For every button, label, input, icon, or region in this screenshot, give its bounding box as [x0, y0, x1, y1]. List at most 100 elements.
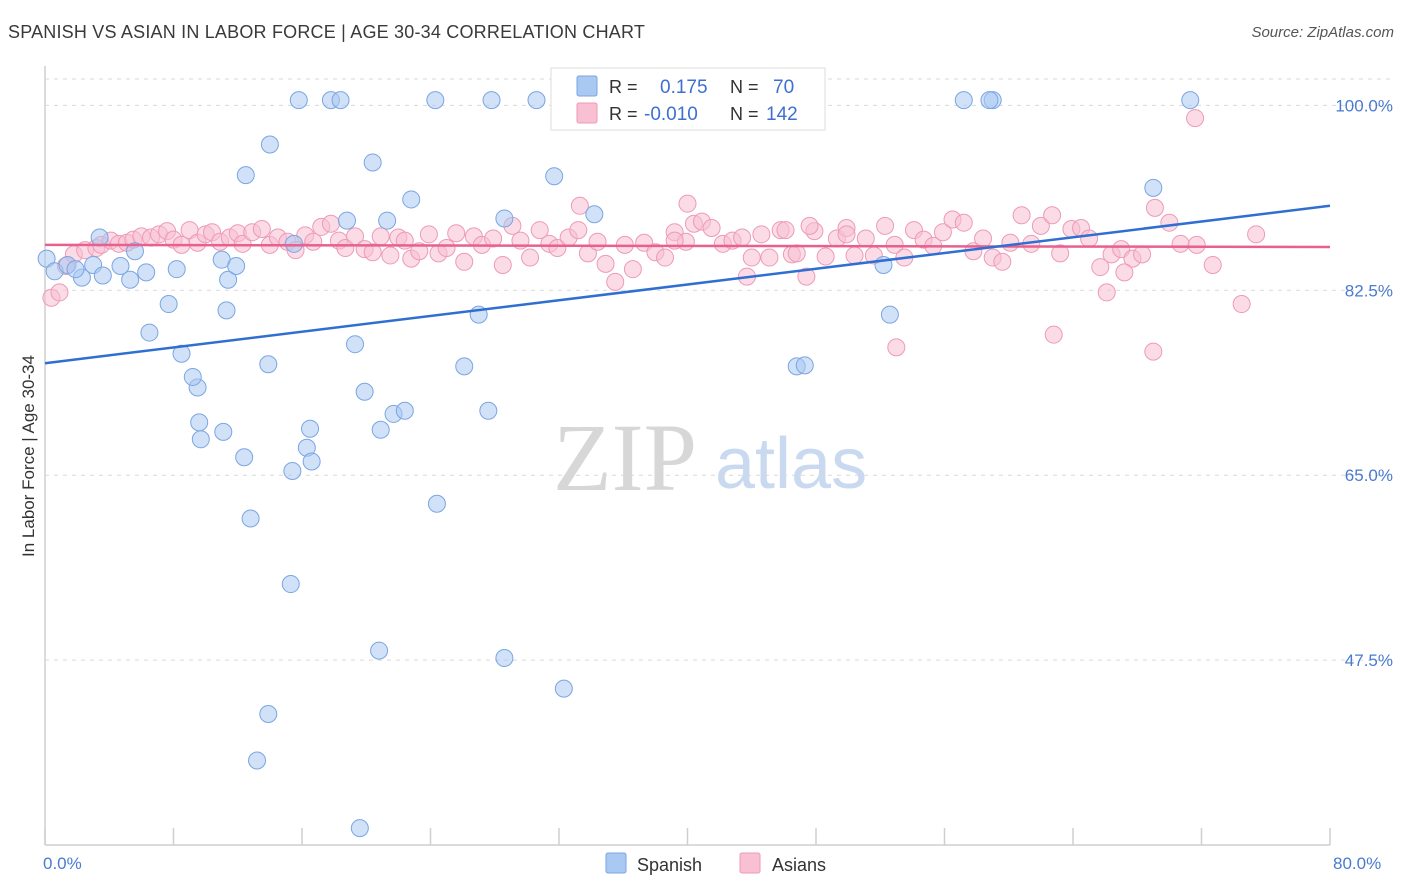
asians-point: [656, 248, 675, 267]
spanish-point: [289, 91, 308, 110]
spanish-point: [214, 422, 233, 441]
asians-point: [1186, 109, 1205, 128]
asians-point: [304, 232, 323, 251]
asians-point: [381, 246, 400, 265]
spanish-point: [527, 91, 546, 110]
spanish-point: [402, 190, 421, 209]
spanish-point: [302, 452, 321, 471]
asians-point: [760, 248, 779, 267]
asians-point: [1160, 213, 1179, 232]
asians-point: [437, 239, 456, 258]
asians-point: [410, 242, 429, 261]
spanish-point: [427, 494, 446, 513]
spanish-point: [227, 257, 246, 276]
spanish-point: [90, 228, 109, 247]
asians-point: [816, 247, 835, 266]
asians-point: [837, 225, 856, 244]
asians-point: [702, 218, 721, 237]
asians-point: [363, 243, 382, 262]
spanish-point: [93, 266, 112, 285]
bottom-asians-label: Asians: [772, 855, 826, 875]
asians-point: [1203, 255, 1222, 274]
spanish-point: [66, 260, 85, 279]
asians-point: [50, 283, 69, 302]
spanish-point: [301, 419, 320, 438]
asians-point: [954, 213, 973, 232]
spanish-point: [363, 153, 382, 172]
spanish-point: [350, 819, 369, 838]
spanish-point: [980, 91, 999, 110]
spanish-point: [219, 270, 238, 289]
axes: [44, 66, 1330, 846]
stats-legend: R = 0.175 N = 70 R = -0.010 N = 142: [550, 67, 826, 131]
spanish-point: [259, 355, 278, 374]
asians-swatch: [576, 102, 598, 124]
asians-point: [493, 255, 512, 274]
spanish-n-label: N =: [730, 77, 759, 97]
asians-point: [606, 272, 625, 291]
spanish-point: [172, 344, 191, 363]
asians-r-value: -0.010: [644, 104, 698, 125]
spanish-point: [283, 461, 302, 480]
spanish-r-label: R =: [609, 77, 638, 97]
spanish-point: [954, 91, 973, 110]
spanish-point: [137, 263, 156, 282]
asians-point: [678, 194, 697, 213]
spanish-point: [479, 401, 498, 420]
spanish-point: [395, 401, 414, 420]
asians-point: [1247, 225, 1266, 244]
asians-point: [548, 239, 567, 258]
spanish-point: [426, 91, 445, 110]
asians-point: [371, 227, 390, 246]
watermark: ZIP atlas: [553, 404, 867, 511]
spanish-point: [554, 679, 573, 698]
asians-point: [447, 224, 466, 243]
asians-point: [776, 221, 795, 240]
spanish-point: [259, 704, 278, 723]
asians-point: [733, 228, 752, 247]
spanish-point: [370, 641, 389, 660]
spanish-point: [355, 382, 374, 401]
asians-point: [1091, 258, 1110, 277]
asians-point: [856, 229, 875, 248]
spanish-point: [495, 209, 514, 228]
spanish-point: [337, 211, 356, 230]
asians-point: [1051, 244, 1070, 263]
asians-point: [521, 248, 540, 267]
asians-point: [1171, 234, 1190, 253]
asians-point: [1115, 263, 1134, 282]
bottom-spanish-swatch: [605, 852, 627, 874]
spanish-point: [495, 648, 514, 667]
spanish-point: [191, 430, 210, 449]
spanish-point: [183, 367, 202, 386]
spanish-point: [346, 335, 365, 354]
asians-point: [1043, 206, 1062, 225]
y-axis-label: In Labor Force | Age 30-34: [19, 355, 38, 557]
series-asians-points: [42, 109, 1266, 361]
asians-r-label: R =: [609, 104, 638, 124]
asians-point: [1144, 342, 1163, 361]
asians-point: [1187, 235, 1206, 254]
spanish-point: [1144, 178, 1163, 197]
asians-point: [797, 267, 816, 286]
bottom-legend: Spanish Asians: [605, 852, 826, 875]
asians-point: [887, 338, 906, 357]
gridlines: [44, 78, 1393, 845]
spanish-point: [371, 420, 390, 439]
y-tick-labels: 100.0% 82.5% 65.0% 47.5%: [1335, 96, 1393, 670]
asians-point: [419, 225, 438, 244]
spanish-point: [241, 509, 260, 528]
spanish-point: [455, 357, 474, 376]
watermark-zip: ZIP: [553, 404, 697, 511]
asians-point: [455, 252, 474, 271]
asians-point: [1232, 295, 1251, 314]
spanish-point: [1181, 91, 1200, 110]
spanish-swatch: [576, 75, 598, 97]
spanish-point: [125, 242, 144, 261]
asians-point: [1031, 216, 1050, 235]
trend-lines: [44, 204, 1331, 365]
x-tick-labels: 0.0% 80.0%: [43, 854, 1381, 873]
asians-point: [885, 235, 904, 254]
y-tick-label: 82.5%: [1345, 281, 1393, 300]
asians-point: [1097, 283, 1116, 302]
